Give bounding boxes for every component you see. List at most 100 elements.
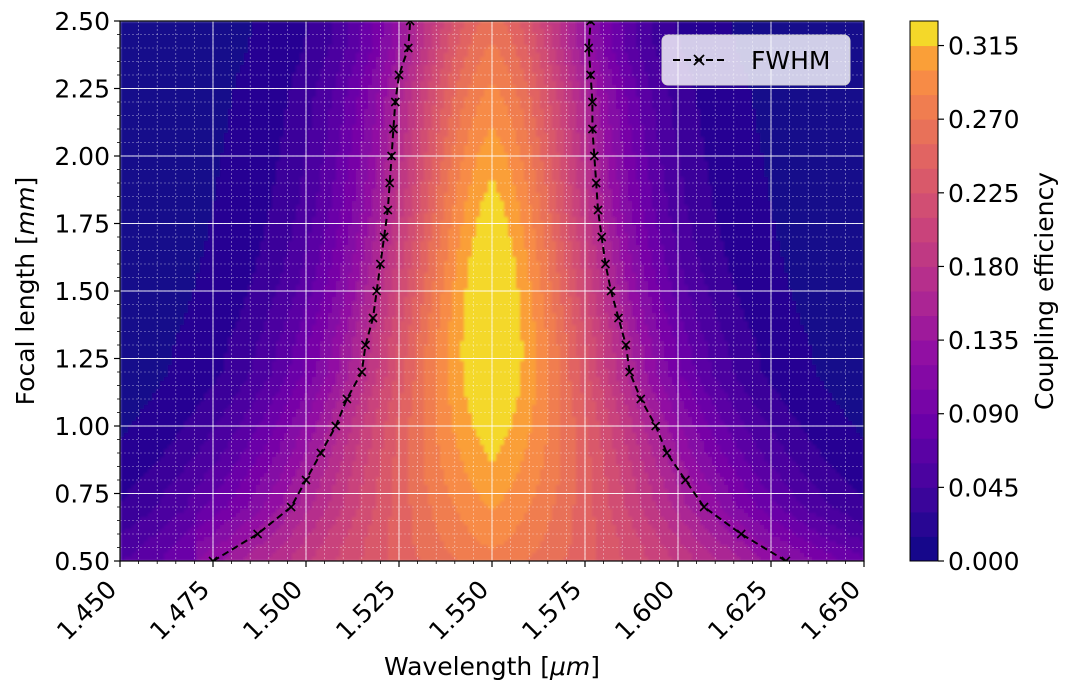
- heat-cell: [248, 25, 253, 30]
- heat-cell: [164, 249, 169, 254]
- heat-cell: [244, 205, 249, 210]
- heat-cell: [240, 473, 245, 478]
- heat-cell: [232, 345, 237, 350]
- heat-cell: [216, 517, 221, 522]
- heat-cell: [252, 101, 257, 106]
- heat-cell: [156, 493, 161, 498]
- heat-cell: [264, 293, 269, 298]
- heat-cell: [236, 145, 241, 150]
- heat-cell: [152, 521, 157, 526]
- heat-cell: [184, 93, 189, 98]
- heat-cell: [168, 409, 173, 414]
- heat-cell: [244, 357, 249, 362]
- heat-cell: [184, 121, 189, 126]
- heat-cell: [212, 305, 217, 310]
- heat-cell: [220, 333, 225, 338]
- heat-cell: [224, 385, 229, 390]
- heat-cell: [184, 97, 189, 102]
- heat-cell: [176, 329, 181, 334]
- heat-cell: [184, 229, 189, 234]
- heat-cell: [140, 545, 145, 550]
- heat-cell: [228, 85, 233, 90]
- heat-cell: [132, 517, 137, 522]
- heat-cell: [136, 61, 141, 66]
- heat-cell: [196, 109, 201, 114]
- heat-cell: [224, 141, 229, 146]
- heat-cell: [204, 217, 209, 222]
- heat-cell: [220, 417, 225, 422]
- heat-cell: [208, 393, 213, 398]
- heat-cell: [212, 413, 217, 418]
- heat-cell: [248, 409, 253, 414]
- heat-cell: [188, 253, 193, 258]
- heat-cell: [148, 493, 153, 498]
- heat-cell: [192, 349, 197, 354]
- heat-cell: [152, 93, 157, 98]
- heat-cell: [208, 305, 213, 310]
- heat-cell: [120, 345, 125, 350]
- heat-cell: [220, 309, 225, 314]
- heat-cell: [172, 397, 177, 402]
- heat-cell: [192, 37, 197, 42]
- heat-cell: [132, 73, 137, 78]
- heat-cell: [220, 233, 225, 238]
- heat-cell: [248, 445, 253, 450]
- heat-cell: [164, 193, 169, 198]
- heat-cell: [248, 97, 253, 102]
- heat-cell: [144, 293, 149, 298]
- heat-cell: [124, 373, 129, 378]
- heat-cell: [224, 161, 229, 166]
- heat-cell: [208, 25, 213, 30]
- heat-cell: [176, 333, 181, 338]
- heat-cell: [224, 145, 229, 150]
- heat-cell: [216, 93, 221, 98]
- heat-cell: [140, 497, 145, 502]
- heat-cell: [216, 249, 221, 254]
- heat-cell: [156, 357, 161, 362]
- heat-cell: [124, 61, 129, 66]
- heat-cell: [192, 529, 197, 534]
- heat-cell: [152, 225, 157, 230]
- heat-cell: [164, 45, 169, 50]
- heat-cell: [172, 341, 177, 346]
- heat-cell: [224, 249, 229, 254]
- heat-cell: [224, 105, 229, 110]
- heat-cell: [176, 45, 181, 50]
- heat-cell: [168, 537, 173, 542]
- heat-cell: [208, 181, 213, 186]
- heat-cell: [224, 517, 229, 522]
- heat-cell: [228, 365, 233, 370]
- heat-cell: [144, 301, 149, 306]
- heat-cell: [220, 129, 225, 134]
- heat-cell: [176, 241, 181, 246]
- heat-cell: [184, 473, 189, 478]
- heat-cell: [208, 45, 213, 50]
- heat-cell: [232, 513, 237, 518]
- heat-cell: [232, 341, 237, 346]
- heat-cell: [260, 181, 265, 186]
- heat-cell: [188, 537, 193, 542]
- heat-cell: [252, 389, 257, 394]
- heat-cell: [180, 225, 185, 230]
- heat-cell: [188, 277, 193, 282]
- heat-cell: [160, 225, 165, 230]
- heat-cell: [208, 357, 213, 362]
- heat-cell: [232, 93, 237, 98]
- heat-cell: [236, 305, 241, 310]
- heat-cell: [212, 301, 217, 306]
- heat-cell: [160, 457, 165, 462]
- heat-cell: [160, 101, 165, 106]
- heat-cell: [172, 357, 177, 362]
- heat-cell: [208, 341, 213, 346]
- heat-cell: [180, 305, 185, 310]
- heat-cell: [240, 517, 245, 522]
- heat-cell: [256, 109, 261, 114]
- heat-cell: [196, 61, 201, 66]
- heat-cell: [176, 441, 181, 446]
- heat-cell: [196, 309, 201, 314]
- heat-cell: [216, 149, 221, 154]
- heat-cell: [228, 49, 233, 54]
- heat-cell: [164, 349, 169, 354]
- heat-cell: [160, 485, 165, 490]
- heat-cell: [208, 173, 213, 178]
